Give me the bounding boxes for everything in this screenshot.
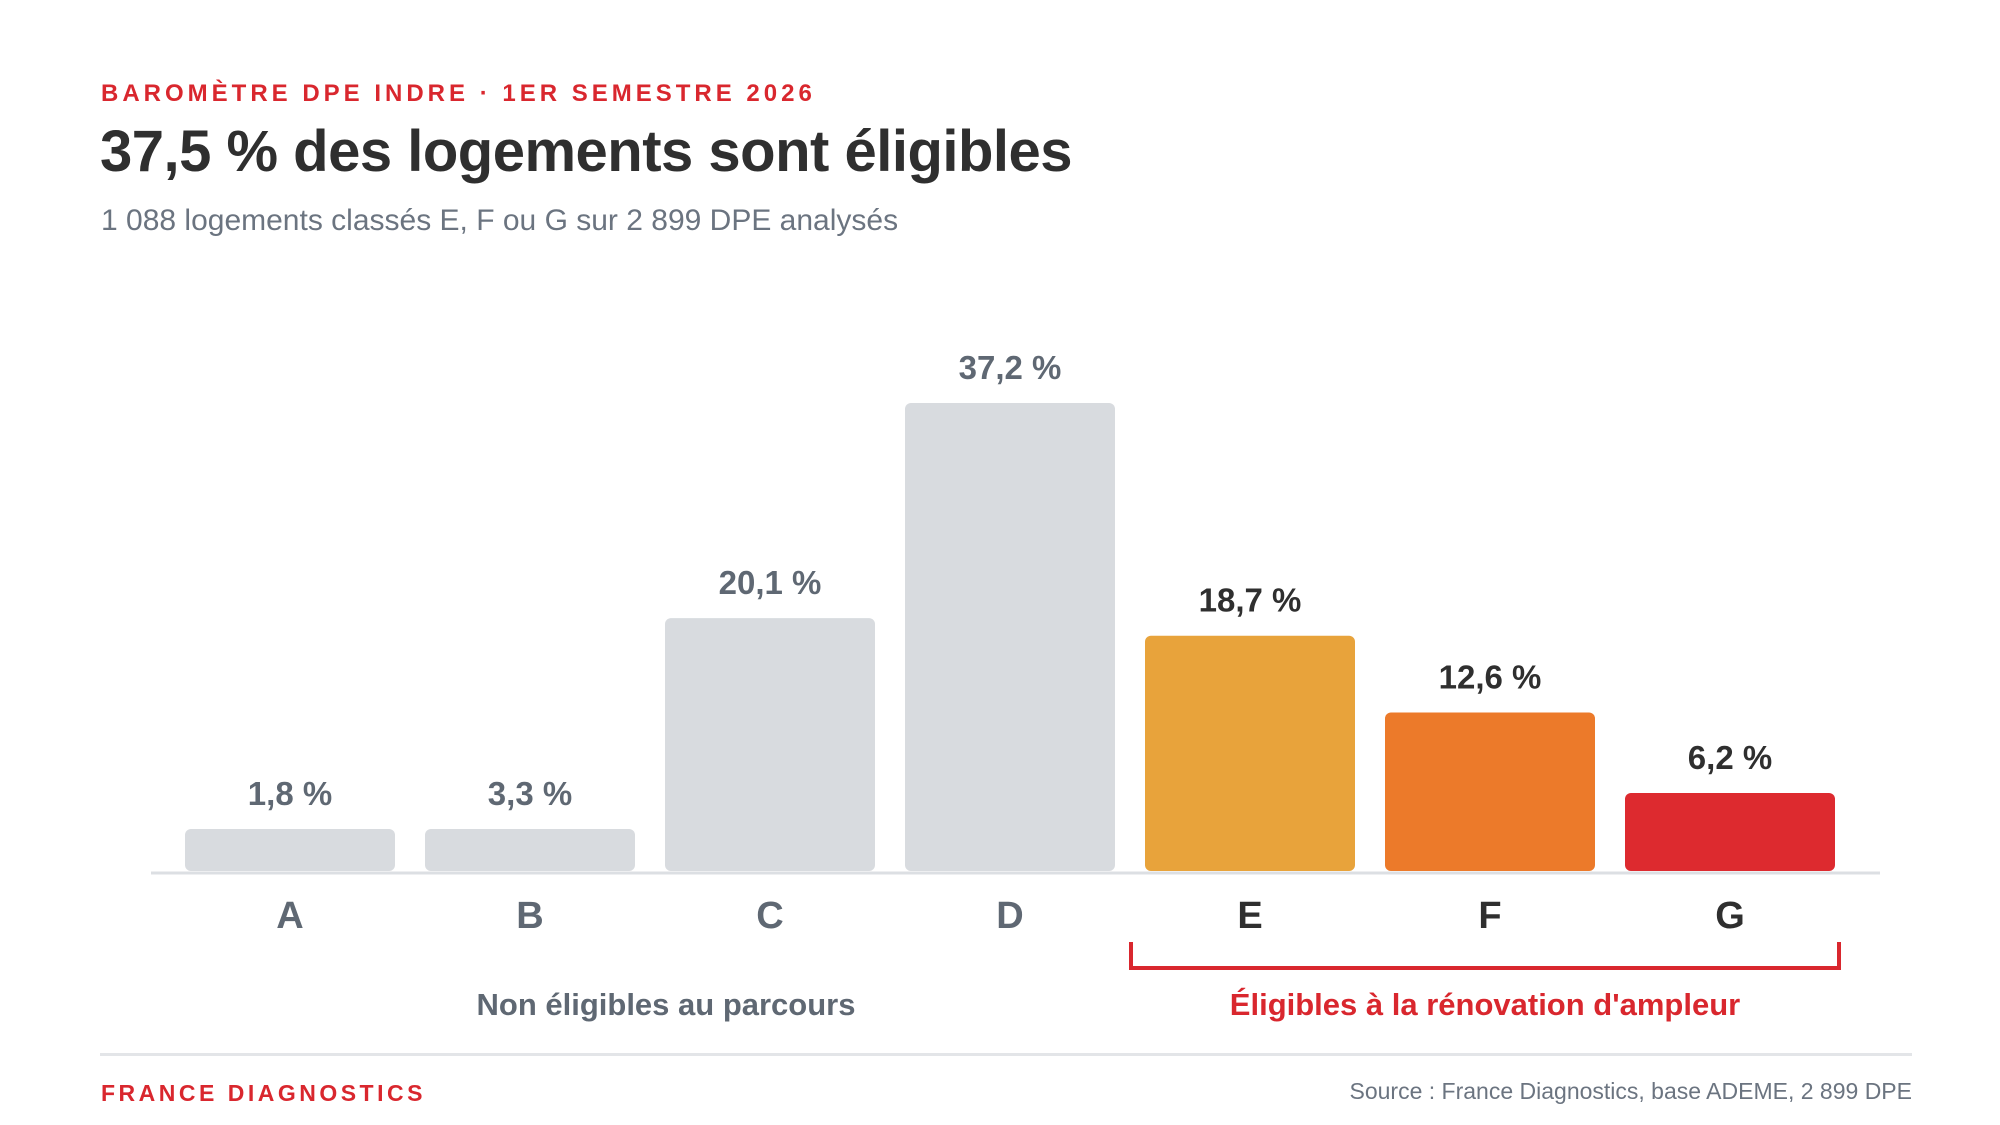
source-note: Source : France Diagnostics, base ADEME,…: [1349, 1078, 1913, 1104]
brand-logo-text: FRANCE DIAGNOSTICS: [101, 1080, 426, 1106]
category-label-g: G: [1715, 895, 1745, 937]
value-label-e: 18,7 %: [1199, 582, 1302, 619]
value-label-g: 6,2 %: [1688, 739, 1772, 776]
bar-e: [1145, 635, 1355, 871]
value-label-a: 1,8 %: [248, 775, 332, 812]
category-label-a: A: [276, 895, 303, 937]
value-label-d: 37,2 %: [959, 349, 1062, 386]
bar-d: [905, 403, 1115, 871]
chart-eyebrow: BAROMÈTRE DPE INDRE · 1ER SEMESTRE 2026: [101, 80, 816, 107]
bars-group: 1,8 % A 3,3 % B 20,1 % C 37,2 % D 18,7 % E 12,6 % F…: [185, 349, 1835, 937]
value-label-c: 20,1 %: [719, 564, 822, 601]
value-label-f: 12,6 %: [1439, 658, 1542, 695]
group-label-eligible: Éligibles à la rénovation d'ampleur: [1230, 987, 1740, 1022]
category-label-b: B: [516, 895, 543, 937]
bar-c: [665, 618, 875, 871]
bar-f: [1385, 712, 1595, 871]
value-label-b: 3,3 %: [488, 775, 572, 812]
chart-title: 37,5 % des logements sont éligibles: [100, 119, 1073, 184]
category-label-d: D: [996, 895, 1023, 937]
bar-b: [425, 829, 635, 871]
chart-subtitle: 1 088 logements classés E, F ou G sur 2 …: [101, 204, 899, 237]
eligible-bracket: [1129, 942, 1841, 970]
category-label-f: F: [1478, 895, 1501, 937]
footer-divider: [100, 1053, 1912, 1056]
bar-a: [185, 829, 395, 871]
category-label-e: E: [1237, 895, 1262, 937]
bar-chart: 1,8 % A 3,3 % B 20,1 % C 37,2 % D 18,7 % E 12,6 % F…: [151, 349, 1880, 1022]
group-label-non-eligible: Non éligibles au parcours: [477, 987, 856, 1022]
bar-g: [1625, 793, 1835, 871]
category-label-c: C: [756, 895, 783, 937]
